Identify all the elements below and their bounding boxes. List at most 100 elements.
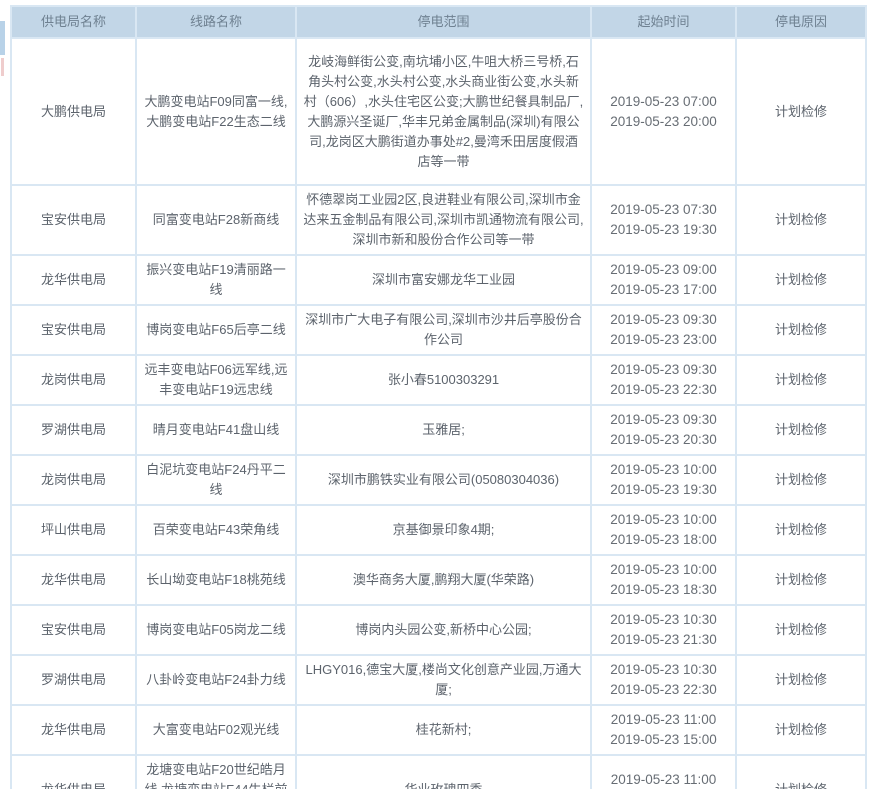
cell-time: 2019-05-23 07:30 2019-05-23 19:30: [590, 184, 737, 256]
cell-range: 博岗内头园公变,新桥中心公园;: [295, 604, 592, 656]
cell-bureau: 宝安供电局: [10, 604, 137, 656]
start-time: 2019-05-23 09:30: [610, 412, 717, 427]
table-row: 罗湖供电局 晴月变电站F41盘山线 玉雅居; 2019-05-23 09:30 2019…: [10, 404, 867, 456]
cell-line: 大鹏变电站F09同富一线,大鹏变电站F22生态二线: [135, 37, 297, 186]
cell-reason: 计划检修: [735, 254, 867, 306]
power-outage-table: 供电局名称 线路名称 停电范围 起始时间 停电原因 大鹏供电局 大鹏变电站F09同富一线,…: [10, 5, 867, 789]
end-time: 2019-05-23 15:00: [610, 732, 717, 747]
table-row: 大鹏供电局 大鹏变电站F09同富一线,大鹏变电站F22生态二线 龙岐海鲜街公变,南坑…: [10, 37, 867, 186]
cell-time: 2019-05-23 09:30 2019-05-23 22:30: [590, 354, 737, 406]
start-time: 2019-05-23 11:00: [610, 712, 717, 727]
table-body: 大鹏供电局 大鹏变电站F09同富一线,大鹏变电站F22生态二线 龙岐海鲜街公变,南坑…: [10, 37, 867, 789]
cell-time: 2019-05-23 09:00 2019-05-23 17:00: [590, 254, 737, 306]
end-time: 2019-05-23 19:30: [610, 222, 717, 237]
cell-reason: 计划检修: [735, 354, 867, 406]
end-time: 2019-05-23 18:30: [610, 582, 717, 597]
cell-line: 白泥坑变电站F24丹平二线: [135, 454, 297, 506]
column-header-time: 起始时间: [590, 5, 737, 39]
cell-bureau: 坪山供电局: [10, 504, 137, 556]
table-row: 龙华供电局龙塘变电站F20世纪皓月线,龙塘变电站F44牛栏前二线华业玫瑰四季20…: [10, 754, 867, 789]
cell-bureau: 罗湖供电局: [10, 654, 137, 706]
cell-bureau: 宝安供电局: [10, 184, 137, 256]
cell-bureau: 宝安供电局: [10, 304, 137, 356]
cell-reason: 计划检修: [735, 604, 867, 656]
end-time: 2019-05-23 23:00: [610, 332, 717, 347]
cell-time: 2019-05-23 10:00 2019-05-23 18:30: [590, 554, 737, 606]
cell-reason: 计划检修: [735, 304, 867, 356]
cell-time: 2019-05-23 10:00 2019-05-23 19:30: [590, 454, 737, 506]
cell-bureau: 龙华供电局: [10, 754, 137, 789]
cell-line: 同富变电站F28新商线: [135, 184, 297, 256]
start-time: 2019-05-23 10:00: [610, 562, 717, 577]
cell-reason: 计划检修: [735, 37, 867, 186]
start-time: 2019-05-23 11:00: [610, 772, 717, 787]
table-row: 宝安供电局 博岗变电站F05岗龙二线 博岗内头园公变,新桥中心公园; 2019-05-…: [10, 604, 867, 656]
cell-range: 桂花新村;: [295, 704, 592, 756]
cell-line: 长山坳变电站F18桃苑线: [135, 554, 297, 606]
cell-reason: 计划检修: [735, 554, 867, 606]
cell-reason: 计划检修: [735, 704, 867, 756]
cell-time: 2019-05-23 07:00 2019-05-23 20:00: [590, 37, 737, 186]
cell-range: 深圳市广大电子有限公司,深圳市沙井后亭股份合作公司: [295, 304, 592, 356]
start-time: 2019-05-23 10:30: [610, 612, 717, 627]
cell-reason: 计划检修: [735, 404, 867, 456]
cell-line: 博岗变电站F05岗龙二线: [135, 604, 297, 656]
cell-line: 百荣变电站F43荣角线: [135, 504, 297, 556]
left-edge-artifact-red: [1, 58, 4, 76]
end-time: 2019-05-23 20:00: [610, 113, 717, 129]
cell-bureau: 龙岗供电局: [10, 354, 137, 406]
start-time: 2019-05-23 10:00: [610, 512, 717, 527]
table-row: 龙华供电局 振兴变电站F19清丽路一线 深圳市富安娜龙华工业园 2019-05-23 …: [10, 254, 867, 306]
left-edge-artifact: [0, 21, 5, 55]
column-header-reason: 停电原因: [735, 5, 867, 39]
column-header-range: 停电范围: [295, 5, 592, 39]
cell-range: 龙岐海鲜街公变,南坑埔小区,牛咀大桥三号桥,石角头村公变,水头村公变,水头商业街…: [295, 37, 592, 186]
cell-bureau: 罗湖供电局: [10, 404, 137, 456]
end-time: 2019-05-23 20:30: [610, 432, 717, 447]
cell-range: 京基御景印象4期;: [295, 504, 592, 556]
start-time: 2019-05-23 09:30: [610, 312, 717, 327]
table-row: 龙华供电局 大富变电站F02观光线 桂花新村; 2019-05-23 11:00 201…: [10, 704, 867, 756]
start-time: 2019-05-23 09:00: [610, 262, 717, 277]
start-time: 2019-05-23 07:30: [610, 202, 717, 217]
cell-reason: 计划检修: [735, 654, 867, 706]
start-time: 2019-05-23 10:30: [610, 662, 717, 677]
cell-range: 澳华商务大厦,鹏翔大厦(华荣路): [295, 554, 592, 606]
cell-range: 华业玫瑰四季: [295, 754, 592, 789]
cell-time: 2019-05-23 11:00 2019-05-23 15:00: [590, 704, 737, 756]
table-row: 坪山供电局 百荣变电站F43荣角线 京基御景印象4期; 2019-05-23 10:0…: [10, 504, 867, 556]
start-time: 2019-05-23 09:30: [610, 362, 717, 377]
cell-reason: 计划检修: [735, 184, 867, 256]
cell-time: 2019-05-23 10:30 2019-05-23 21:30: [590, 604, 737, 656]
table-row: 宝安供电局 博岗变电站F65后亭二线 深圳市广大电子有限公司,深圳市沙井后亭股份合作…: [10, 304, 867, 356]
cell-bureau: 龙华供电局: [10, 554, 137, 606]
cell-bureau: 龙华供电局: [10, 704, 137, 756]
end-time: 2019-05-23 22:30: [610, 382, 717, 397]
cell-reason: 计划检修: [735, 754, 867, 789]
cell-range: 深圳市富安娜龙华工业园: [295, 254, 592, 306]
cell-reason: 计划检修: [735, 504, 867, 556]
cell-line: 博岗变电站F65后亭二线: [135, 304, 297, 356]
end-time: 2019-05-23 21:30: [610, 632, 717, 647]
cell-line: 晴月变电站F41盘山线: [135, 404, 297, 456]
cell-range: 怀德翠岗工业园2区,良进鞋业有限公司,深圳市金达来五金制品有限公司,深圳市凯通物…: [295, 184, 592, 256]
cell-line: 八卦岭变电站F24卦力线: [135, 654, 297, 706]
table-header-row: 供电局名称 线路名称 停电范围 起始时间 停电原因: [10, 5, 867, 39]
cell-range: 玉雅居;: [295, 404, 592, 456]
cell-line: 振兴变电站F19清丽路一线: [135, 254, 297, 306]
end-time: 2019-05-23 17:00: [610, 282, 717, 297]
table-row: 龙岗供电局 白泥坑变电站F24丹平二线 深圳市鹏铁实业有限公司(0508030403…: [10, 454, 867, 506]
cell-range: LHGY016,德宝大厦,楼尚文化创意产业园,万通大厦;: [295, 654, 592, 706]
table-row: 龙岗供电局 远丰变电站F06远军线,远丰变电站F19远忠线 张小春510030329…: [10, 354, 867, 406]
cell-time: 2019-05-23 09:30 2019-05-23 23:00: [590, 304, 737, 356]
start-time: 2019-05-23 10:00: [610, 462, 717, 477]
cell-line: 大富变电站F02观光线: [135, 704, 297, 756]
cell-line: 龙塘变电站F20世纪皓月线,龙塘变电站F44牛栏前二线: [135, 754, 297, 789]
cell-time: 2019-05-23 09:30 2019-05-23 20:30: [590, 404, 737, 456]
cell-reason: 计划检修: [735, 454, 867, 506]
cell-bureau: 龙华供电局: [10, 254, 137, 306]
end-time: 2019-05-23 19:30: [610, 482, 717, 497]
cell-time: 2019-05-23 10:30 2019-05-23 22:30: [590, 654, 737, 706]
